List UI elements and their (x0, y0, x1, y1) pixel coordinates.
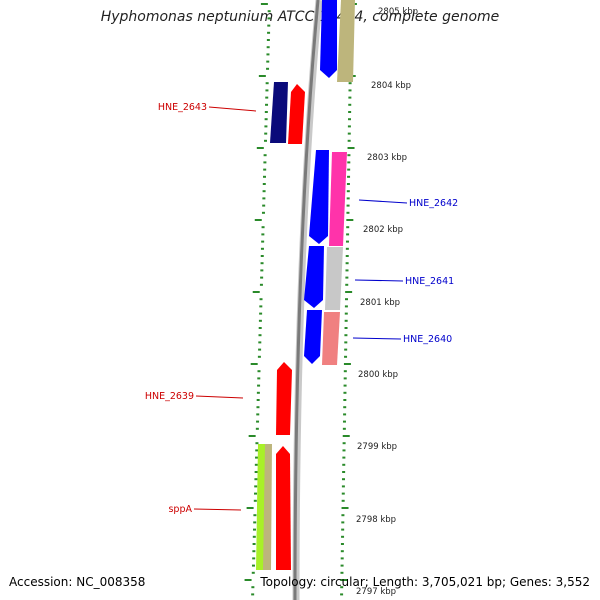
gene-arrow-blue-1[interactable] (309, 150, 329, 244)
kbp-label-2805: 2805 kbp (378, 7, 418, 17)
gene-arrow-hne2639[interactable] (276, 362, 292, 435)
gene-label-sppa[interactable]: sppA (168, 504, 192, 515)
kbp-label-2798: 2798 kbp (356, 515, 396, 525)
gene-label-hne2639[interactable]: HNE_2639 (145, 391, 194, 402)
accession-text: Accession: NC_008358 (9, 575, 146, 589)
gene-arrow-navy[interactable] (270, 82, 288, 143)
leader-hne2642 (358, 199, 408, 204)
gene-arrow-olive-top[interactable] (337, 0, 355, 82)
scale-ticks (244, 3, 357, 596)
gene-arrow-hne2641[interactable] (325, 247, 343, 310)
gene-arrow-hne2643[interactable] (288, 84, 305, 144)
kbp-label-2800: 2800 kbp (358, 370, 398, 380)
gene-label-hne2642[interactable]: HNE_2642 (409, 198, 458, 209)
gene-label-hne2640[interactable]: HNE_2640 (403, 334, 452, 345)
kbp-label-2799: 2799 kbp (357, 442, 397, 452)
kbp-label-2802: 2802 kbp (363, 225, 403, 235)
label-leaders (193, 106, 408, 511)
leader-hne2640 (352, 337, 402, 340)
gene-arrow-blue-3[interactable] (304, 310, 322, 364)
leader-hne2639 (195, 395, 244, 399)
leader-hne2643 (208, 106, 257, 112)
kbp-label-2804: 2804 kbp (371, 81, 411, 91)
gene-arrow-blue-2[interactable] (304, 246, 324, 308)
map-title: Hyphomonas neptunium ATCC 15444, complet… (100, 9, 500, 25)
gene-arrow-sppa[interactable] (276, 446, 291, 570)
genome-backbone-core (293, 0, 320, 600)
kbp-label-2801: 2801 kbp (360, 298, 400, 308)
gene-arrow-olive-bottom[interactable] (263, 444, 272, 570)
gene-label-hne2643[interactable]: HNE_2643 (158, 102, 207, 113)
gene-track (256, 0, 355, 570)
gene-arrow-blue-top[interactable] (320, 0, 337, 78)
leader-hne2641 (354, 279, 404, 282)
leader-sppa (193, 508, 242, 511)
gene-arrow-hne2642[interactable] (329, 152, 347, 246)
gene-label-hne2641[interactable]: HNE_2641 (405, 276, 454, 287)
scale-labels: 2805 kbp 2804 kbp 2803 kbp 2802 kbp 2801… (356, 7, 418, 597)
kbp-label-2797: 2797 kbp (356, 587, 396, 597)
kbp-label-2803: 2803 kbp (367, 153, 407, 163)
gene-labels: HNE_2643 HNE_2642 HNE_2641 HNE_2640 HNE_… (145, 102, 458, 515)
gene-arrow-hne2640[interactable] (322, 312, 340, 365)
genome-stats-text: Topology: circular; Length: 3,705,021 bp… (260, 575, 590, 589)
